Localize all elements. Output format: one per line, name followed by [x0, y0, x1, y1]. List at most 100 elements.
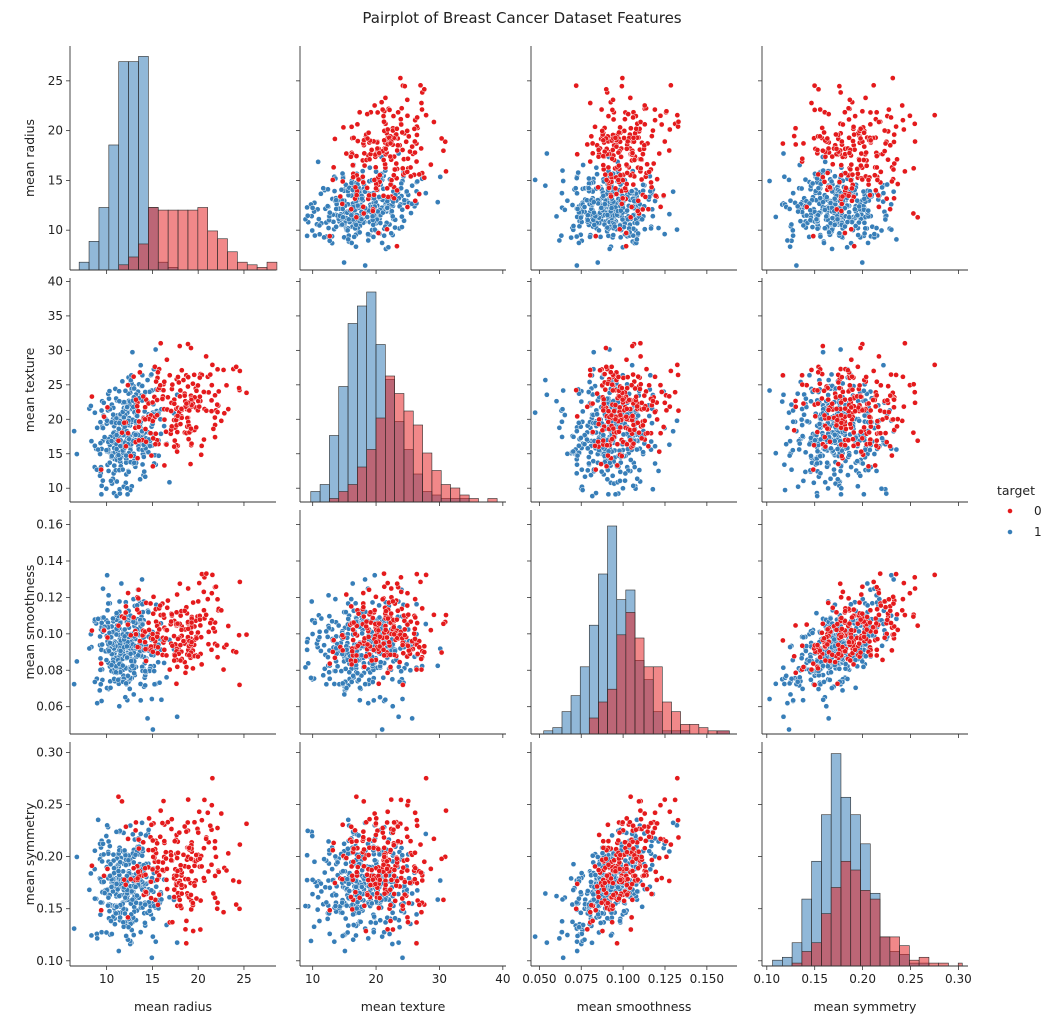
scatter-point-class0	[160, 396, 165, 401]
scatter-point-class0	[887, 207, 892, 212]
hist-bar-class0	[644, 667, 653, 734]
scatter-point-class1	[389, 231, 394, 236]
scatter-point-class0	[574, 388, 579, 393]
scatter-point-class1	[386, 245, 391, 250]
scatter-point-class0	[603, 172, 608, 177]
scatter-point-class1	[889, 227, 894, 232]
scatter-point-class1	[145, 377, 150, 382]
scatter-point-class0	[414, 132, 419, 137]
scatter-point-class1	[557, 425, 562, 430]
scatter-point-class1	[308, 675, 313, 680]
scatter-point-class0	[201, 389, 206, 394]
scatter-point-class1	[117, 420, 122, 425]
scatter-point-class0	[162, 379, 167, 384]
y-tick-label: 10	[48, 481, 63, 495]
scatter-point-class1	[611, 232, 616, 237]
scatter-point-class0	[155, 634, 160, 639]
scatter-point-class1	[605, 212, 610, 217]
scatter-point-class1	[605, 225, 610, 230]
hist-bar-class1	[329, 436, 338, 503]
hist-bar-class0	[357, 467, 366, 502]
scatter-point-class0	[165, 395, 170, 400]
scatter-point-class1	[889, 202, 894, 207]
scatter-point-class1	[578, 435, 583, 440]
scatter-point-class1	[156, 453, 161, 458]
scatter-point-class0	[172, 401, 177, 406]
scatter-point-class0	[212, 435, 217, 440]
hist-bar-class1	[544, 731, 553, 734]
hist-bar-class0	[635, 638, 644, 734]
scatter-point-class1	[667, 442, 672, 447]
scatter-point-class0	[175, 664, 180, 669]
scatter-point-class0	[357, 110, 362, 115]
scatter-point-class1	[156, 660, 161, 665]
hist-bar-class1	[339, 387, 348, 503]
hist-bar-class0	[339, 492, 348, 503]
scatter-point-class1	[822, 226, 827, 231]
scatter-point-class0	[830, 401, 835, 406]
scatter-point-class1	[560, 407, 565, 412]
scatter-point-class0	[197, 375, 202, 380]
scatter-point-class1	[120, 663, 125, 668]
scatter-point-class1	[827, 677, 832, 682]
scatter-point-class1	[800, 698, 805, 703]
scatter-point-class1	[106, 593, 111, 598]
scatter-point-class1	[799, 417, 804, 422]
scatter-point-class0	[125, 590, 130, 595]
scatter-point-class1	[149, 696, 154, 701]
scatter-point-class1	[811, 480, 816, 485]
scatter-point-class0	[419, 667, 424, 672]
scatter-point-class0	[174, 610, 179, 615]
scatter-point-class0	[629, 204, 634, 209]
scatter-point-class0	[624, 181, 629, 186]
scatter-point-class0	[585, 142, 590, 147]
scatter-point-class0	[888, 115, 893, 120]
scatter-point-class0	[201, 589, 206, 594]
scatter-point-class0	[439, 136, 444, 141]
scatter-point-class0	[348, 154, 353, 159]
scatter-point-class1	[598, 234, 603, 239]
scatter-point-class0	[652, 409, 657, 414]
scatter-point-class0	[400, 642, 405, 647]
scatter-point-class1	[366, 238, 371, 243]
scatter-point-class0	[122, 420, 127, 425]
scatter-point-class0	[211, 426, 216, 431]
hist-bar-class1	[119, 62, 129, 270]
scatter-point-class0	[817, 381, 822, 386]
scatter-point-class0	[150, 649, 155, 654]
scatter-point-class0	[163, 429, 168, 434]
scatter-point-class1	[862, 220, 867, 225]
scatter-point-class0	[876, 424, 881, 429]
scatter-point-class1	[330, 619, 335, 624]
scatter-point-class1	[629, 189, 634, 194]
scatter-point-class0	[398, 575, 403, 580]
scatter-point-class0	[116, 438, 121, 443]
scatter-point-class1	[349, 180, 354, 185]
scatter-point-class1	[327, 676, 332, 681]
scatter-point-class0	[136, 409, 141, 414]
scatter-point-class1	[787, 206, 792, 211]
scatter-point-class1	[801, 223, 806, 228]
scatter-point-class0	[637, 386, 642, 391]
scatter-point-class1	[130, 663, 135, 668]
scatter-point-class0	[406, 134, 411, 139]
scatter-point-class0	[816, 87, 821, 92]
scatter-point-class1	[423, 621, 428, 626]
scatter-point-class0	[391, 625, 396, 630]
scatter-point-class0	[638, 157, 643, 162]
hist-bar-class0	[469, 499, 478, 503]
scatter-point-class0	[638, 354, 643, 359]
scatter-point-class0	[175, 636, 180, 641]
scatter-point-class1	[317, 223, 322, 228]
scatter-point-class0	[399, 589, 404, 594]
scatter-point-class1	[636, 413, 641, 418]
scatter-point-class0	[658, 383, 663, 388]
scatter-point-class0	[356, 611, 361, 616]
scatter-point-class1	[594, 165, 599, 170]
scatter-point-class0	[625, 139, 630, 144]
scatter-point-class1	[324, 629, 329, 634]
scatter-point-class0	[155, 645, 160, 650]
scatter-point-class0	[657, 151, 662, 156]
scatter-point-class0	[362, 664, 367, 669]
scatter-point-class0	[351, 175, 356, 180]
